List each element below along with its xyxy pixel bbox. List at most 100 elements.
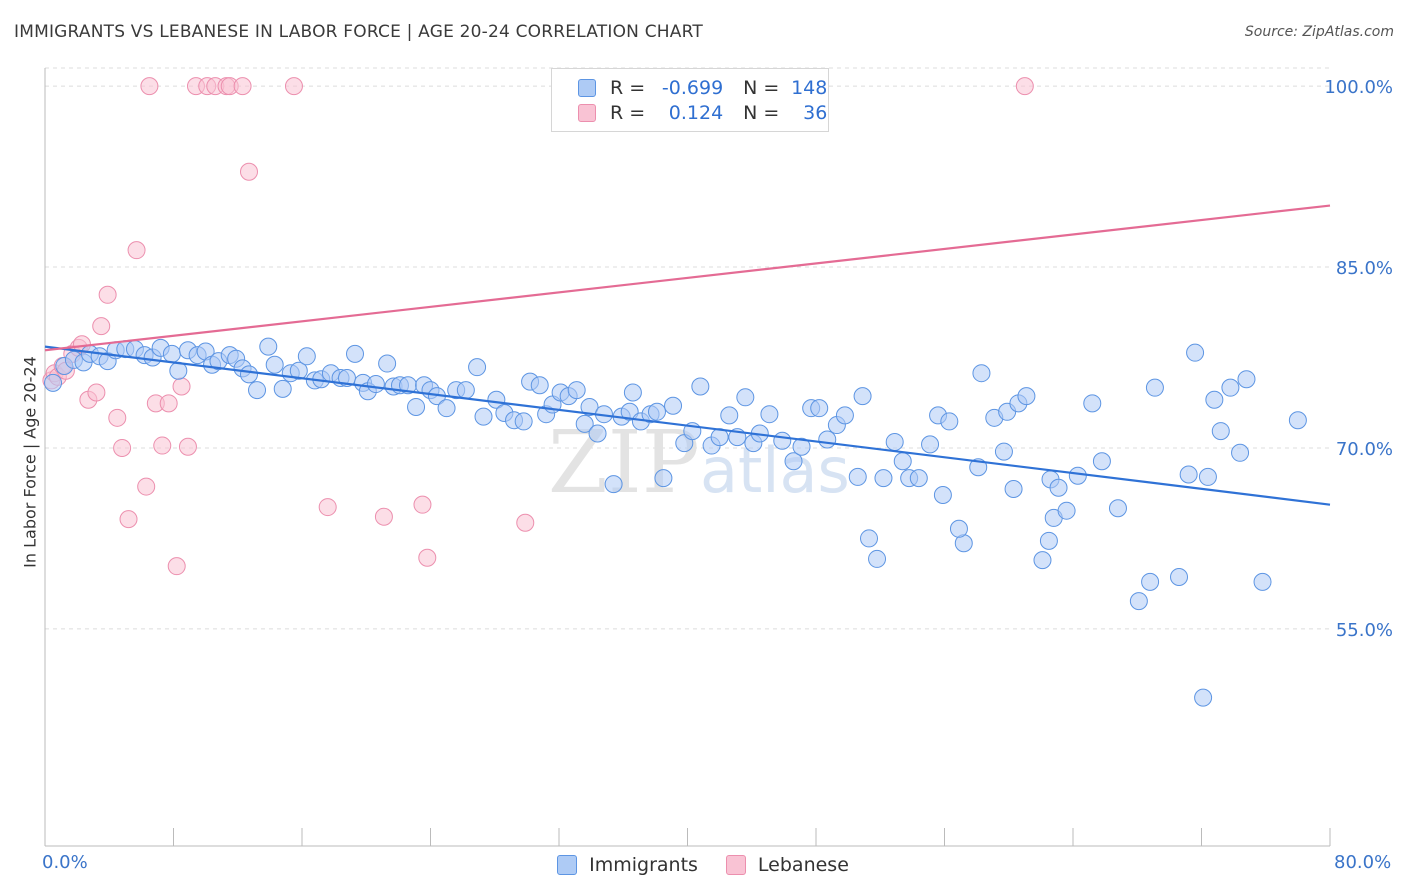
immigrants-trend-line [44, 345, 1331, 506]
immigrants-point [940, 412, 959, 431]
immigrants-point [654, 469, 673, 488]
immigrants-point [949, 519, 968, 538]
watermark-zip: ZIP [548, 413, 700, 513]
legend-label-lebanese: Lebanese [757, 854, 849, 876]
legend-item-lebanese: Lebanese [725, 854, 849, 876]
immigrants-point [647, 402, 666, 421]
immigrants-point [1141, 572, 1160, 591]
lebanese-point [87, 383, 106, 402]
immigrants-point [474, 407, 493, 426]
lebanese-point [98, 285, 117, 304]
immigrants-point [933, 486, 952, 505]
immigrants-point [1237, 370, 1256, 389]
immigrants-point [1211, 422, 1230, 441]
immigrants-point [736, 388, 755, 407]
immigrants-point [1186, 343, 1205, 362]
grid-lines [45, 67, 1330, 630]
immigrants-point [1231, 443, 1250, 462]
lebanese-point [1015, 77, 1034, 96]
immigrants-point [346, 344, 365, 363]
immigrants-point [972, 364, 991, 383]
tick-labels: 55.0% 70.0% 85.0% 100.0% [1324, 77, 1393, 641]
immigrants-point [1057, 501, 1076, 520]
immigrants-point [514, 412, 533, 431]
immigrants-point [604, 475, 623, 494]
immigrants-point [297, 347, 316, 366]
lebanese-trend-line [44, 204, 1331, 352]
x-tick-min: 0.0% [42, 852, 88, 873]
axes [44, 68, 1331, 847]
lebanese-point [127, 241, 146, 260]
immigrants-point [1017, 387, 1036, 406]
immigrants-point [818, 430, 837, 449]
immigrants-point [885, 432, 904, 451]
immigrants-points [44, 337, 1307, 707]
lebanese-point [418, 548, 437, 567]
immigrants-point [1049, 478, 1068, 497]
immigrants-point [437, 399, 456, 418]
immigrants-swatch [557, 855, 578, 875]
lebanese-swatch [578, 104, 596, 122]
lebanese-point [159, 394, 178, 413]
lebanese-point [137, 477, 156, 496]
immigrants-point [239, 365, 258, 384]
immigrants-point [623, 383, 642, 402]
immigrants-point [1221, 378, 1240, 397]
lebanese-point [284, 77, 303, 96]
lebanese-point [119, 510, 138, 529]
immigrants-point [1179, 465, 1198, 484]
immigrants-point [1170, 568, 1189, 587]
lebanese-point [178, 437, 197, 456]
immigrants-point [1129, 592, 1148, 611]
immigrants-point [810, 399, 829, 418]
immigrants-point [868, 549, 887, 568]
immigrants-point [1198, 467, 1217, 486]
correlation-legend: R = -0.699 N = 148 R = 0.124 N = 36 [551, 68, 829, 132]
legend-label-immigrants: Immigrants [589, 854, 698, 876]
immigrants-point [265, 355, 284, 374]
immigrants-point [1004, 479, 1023, 498]
immigrants-point [909, 469, 928, 488]
immigrants-point [760, 405, 779, 424]
immigrants-point [860, 529, 879, 548]
immigrants-point [567, 381, 586, 400]
legend-row-immigrants: R = -0.699 N = 148 [578, 75, 827, 101]
immigrants-point [994, 442, 1013, 461]
chart-title: IMMIGRANTS VS LEBANESE IN LABOR FORCE | … [14, 22, 703, 42]
immigrants-point [273, 379, 292, 398]
immigrants-point [1194, 688, 1213, 707]
legend-row-lebanese: R = 0.124 N = 36 [578, 100, 827, 126]
n-value: 148 [791, 77, 828, 99]
immigrants-point [1205, 390, 1224, 409]
immigrants-point [1039, 531, 1058, 550]
y-tick-label: 70.0% [1336, 439, 1393, 460]
lebanese-point [113, 438, 132, 457]
immigrants-point [792, 437, 811, 456]
trend-lines [44, 204, 1331, 506]
n-value: 36 [803, 102, 828, 124]
immigrants-point [1288, 411, 1307, 430]
immigrants-point [1068, 466, 1087, 485]
lebanese-point [413, 495, 432, 514]
n-label: N = [743, 102, 780, 124]
r-value: -0.699 [661, 77, 724, 99]
immigrants-point [773, 431, 792, 450]
immigrants-point [530, 376, 549, 395]
immigrants-point [44, 373, 63, 392]
immigrants-point [848, 467, 867, 486]
lebanese-point [153, 436, 172, 455]
immigrants-point [1108, 499, 1127, 518]
lebanese-point [516, 513, 535, 532]
lebanese-point [108, 408, 127, 427]
immigrants-point [720, 406, 739, 425]
immigrants-point [366, 375, 385, 394]
immigrants-swatch [578, 79, 596, 97]
immigrants-point [456, 381, 475, 400]
immigrants-point [921, 435, 940, 454]
immigrants-point [1092, 452, 1111, 471]
x-tick-max: 80.0% [1334, 852, 1392, 873]
immigrants-point [893, 452, 912, 471]
lebanese-point [374, 507, 393, 526]
y-tick-label: 55.0% [1336, 620, 1393, 641]
immigrants-point [784, 452, 803, 471]
